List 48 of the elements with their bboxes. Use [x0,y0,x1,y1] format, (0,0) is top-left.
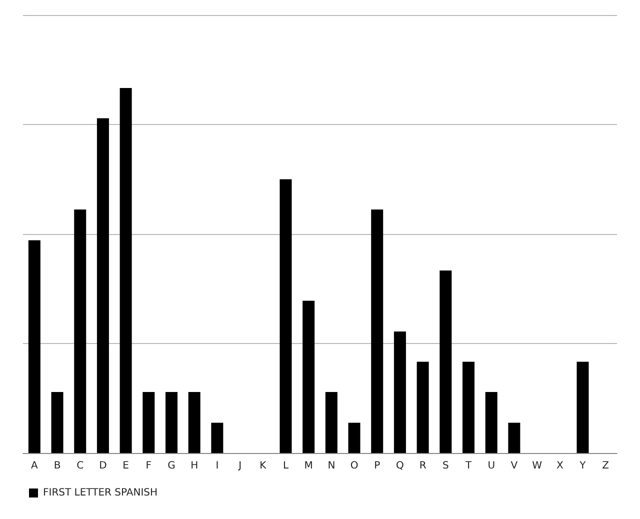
x-tick-label: S [442,460,449,472]
x-tick-label: W [532,460,542,472]
bar [142,392,155,453]
bar [348,422,360,453]
x-tick-label: Y [578,460,587,472]
x-tick-label: E [122,460,129,472]
x-tick-label: Z [602,460,610,472]
bar [188,392,200,453]
bar [325,392,338,453]
x-tick-label: M [304,460,313,472]
x-tick-label: G [168,460,176,472]
x-tick-label: D [99,460,108,472]
x-tick-label: L [282,460,289,472]
bar [371,210,384,453]
bar [302,300,315,453]
bar [462,362,474,453]
x-tick-label: C [76,460,84,472]
x-tick-label: U [488,460,496,472]
x-tick-label: T [464,460,472,472]
bar [120,88,132,453]
bar [211,422,224,453]
x-tick-label: J [238,460,242,472]
bar [485,392,498,453]
x-tick-label: O [350,460,358,472]
bar [416,362,429,453]
x-tick-label: F [146,460,152,472]
bar [440,270,452,453]
x-tick-label: R [419,460,426,472]
x-tick-label: P [374,460,380,472]
bar [576,362,589,453]
bar [28,240,40,453]
x-tick-label: Q [396,460,404,472]
bar [51,392,64,453]
legend-label: FIRST LETTER SPANISH [43,488,158,498]
x-tick-label: N [328,460,336,472]
bar [394,331,406,453]
bar [74,210,86,453]
bar [508,422,520,453]
x-tick-label: X [556,460,564,472]
x-tick-label: B [54,460,61,472]
bar [280,179,292,453]
x-tick-label: H [190,460,198,472]
x-tick-label: I [216,460,219,472]
bar [166,392,178,453]
x-tick-label: V [510,460,518,472]
bar [96,118,109,453]
x-tick-label: A [31,460,38,472]
x-tick-label: K [260,460,267,472]
